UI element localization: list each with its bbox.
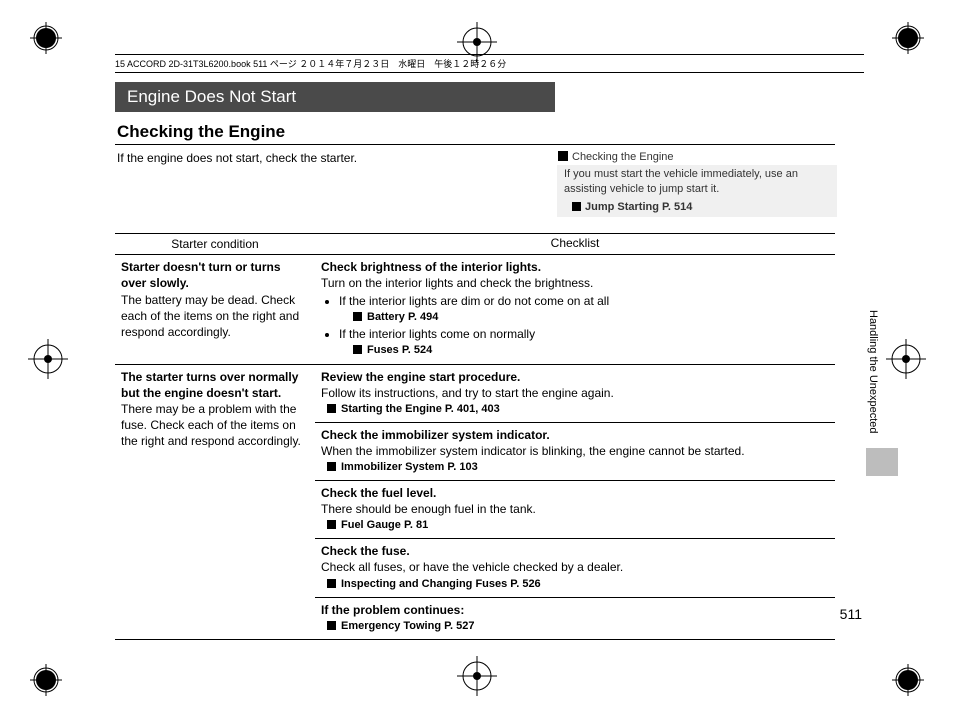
block-head: Check the fuse. xyxy=(321,543,829,559)
bullet-item: If the interior lights come on normally … xyxy=(339,326,829,358)
xref: Inspecting and Changing Fuses P. 526 xyxy=(321,577,829,592)
document-meta-header: 15 ACCORD 2D-31T3L6200.book 511 ページ ２０１４… xyxy=(115,54,864,73)
checklist-block: Check brightness of the interior lights.… xyxy=(315,255,835,363)
subsection-title: Checking the Engine xyxy=(117,122,285,142)
center-mark-right xyxy=(886,339,926,379)
xref: Immobilizer System P. 103 xyxy=(321,460,829,475)
table-header-col2: Checklist xyxy=(315,234,835,254)
block-body: Follow its instructions, and try to star… xyxy=(321,385,829,401)
condition-head: The starter turns over normally but the … xyxy=(121,370,298,400)
crop-mark-top-right xyxy=(892,22,924,54)
block-body: When the immobilizer system indicator is… xyxy=(321,443,829,459)
checklist-cell: Check brightness of the interior lights.… xyxy=(315,255,835,363)
checklist-block: Review the engine start procedure. Follo… xyxy=(315,365,835,423)
condition-cell: Starter doesn't turn or turns over slowl… xyxy=(115,255,315,363)
block-head: Check the immobilizer system indicator. xyxy=(321,427,829,443)
checklist-block: Check the fuse. Check all fuses, or have… xyxy=(315,539,835,597)
block-head: Check brightness of the interior lights. xyxy=(321,259,829,275)
block-head: Review the engine start procedure. xyxy=(321,369,829,385)
condition-cell: The starter turns over normally but the … xyxy=(115,365,315,639)
xref: Battery P. 494 xyxy=(339,310,829,325)
condition-body: The battery may be dead. Check each of t… xyxy=(121,293,299,339)
xref: Emergency Towing P. 527 xyxy=(321,619,829,634)
crop-mark-top-left xyxy=(30,22,62,54)
bullet-item: If the interior lights are dim or do not… xyxy=(339,293,829,325)
table-header-col1: Starter condition xyxy=(115,234,315,254)
block-head: Check the fuel level. xyxy=(321,485,829,501)
section-banner: Engine Does Not Start xyxy=(115,82,555,112)
table-row: Starter doesn't turn or turns over slowl… xyxy=(115,255,835,364)
block-body: Turn on the interior lights and check th… xyxy=(321,275,829,291)
center-mark-bottom xyxy=(457,656,497,696)
xref: Fuel Gauge P. 81 xyxy=(321,518,829,533)
checklist-block: Check the immobilizer system indicator. … xyxy=(315,423,835,481)
sidebar-note-body: If you must start the vehicle immediatel… xyxy=(558,167,836,197)
xref: Starting the Engine P. 401, 403 xyxy=(321,402,829,417)
crop-mark-bottom-right xyxy=(892,664,924,696)
condition-head: Starter doesn't turn or turns over slowl… xyxy=(121,260,281,290)
checklist-cell: Review the engine start procedure. Follo… xyxy=(315,365,835,639)
checklist-block: Check the fuel level. There should be en… xyxy=(315,481,835,539)
table-header-row: Starter condition Checklist xyxy=(115,233,835,255)
condition-body: There may be a problem with the fuse. Ch… xyxy=(121,402,301,448)
xref: Fuses P. 524 xyxy=(339,343,829,358)
block-head: If the problem continues: xyxy=(321,602,829,618)
side-tab-label: Handling the Unexpected xyxy=(865,310,879,434)
block-body: There should be enough fuel in the tank. xyxy=(321,501,829,517)
intro-text: If the engine does not start, check the … xyxy=(117,151,357,165)
crop-mark-bottom-left xyxy=(30,664,62,696)
troubleshoot-table: Starter condition Checklist Starter does… xyxy=(115,233,835,640)
table-row: The starter turns over normally but the … xyxy=(115,365,835,640)
subsection-rule xyxy=(115,144,835,145)
side-tab-marker xyxy=(866,448,898,476)
block-body: Check all fuses, or have the vehicle che… xyxy=(321,559,829,575)
checklist-block: If the problem continues: Emergency Towi… xyxy=(315,598,835,639)
center-mark-left xyxy=(28,339,68,379)
page-number: 511 xyxy=(840,606,862,622)
sidebar-note-title: Checking the Engine xyxy=(558,151,836,163)
sidebar-note: Checking the Engine If you must start th… xyxy=(558,151,836,213)
sidebar-note-xref: Jump Starting P. 514 xyxy=(558,201,836,213)
